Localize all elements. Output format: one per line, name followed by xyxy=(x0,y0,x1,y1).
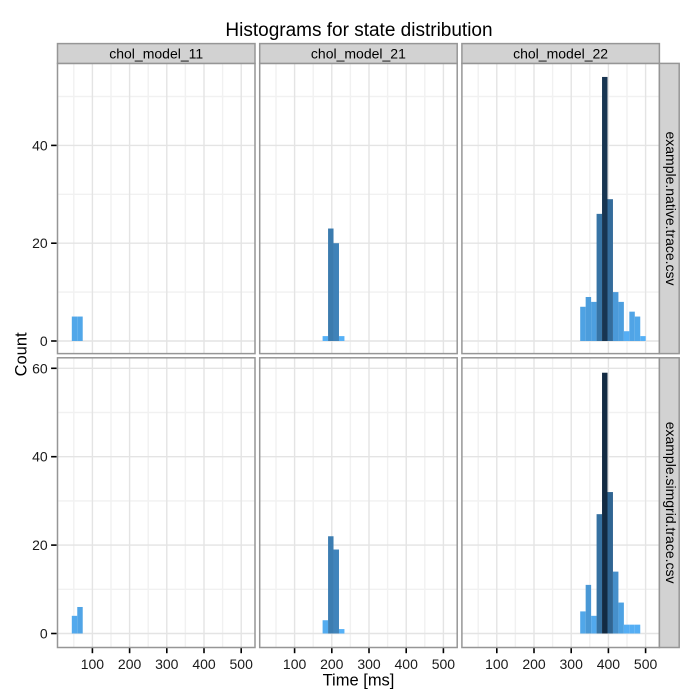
svg-text:400: 400 xyxy=(192,656,216,672)
svg-text:400: 400 xyxy=(395,656,419,672)
svg-text:20: 20 xyxy=(32,235,48,251)
svg-text:400: 400 xyxy=(597,656,621,672)
svg-text:300: 300 xyxy=(560,656,584,672)
svg-text:500: 500 xyxy=(432,656,456,672)
svg-text:100: 100 xyxy=(283,656,307,672)
svg-text:100: 100 xyxy=(485,656,509,672)
svg-text:20: 20 xyxy=(32,537,48,553)
svg-text:0: 0 xyxy=(40,333,48,349)
svg-text:200: 200 xyxy=(118,656,142,672)
svg-text:example.native.trace.csv: example.native.trace.csv xyxy=(663,131,679,285)
svg-text:Time [ms]: Time [ms] xyxy=(323,671,395,689)
svg-text:40: 40 xyxy=(32,137,48,153)
svg-text:Histograms for state distribut: Histograms for state distribution xyxy=(225,20,492,41)
svg-text:500: 500 xyxy=(230,656,254,672)
svg-text:200: 200 xyxy=(320,656,344,672)
svg-text:100: 100 xyxy=(81,656,105,672)
svg-text:300: 300 xyxy=(155,656,179,672)
svg-text:300: 300 xyxy=(357,656,381,672)
svg-text:40: 40 xyxy=(32,449,48,465)
svg-text:example.simgrid.trace.csv: example.simgrid.trace.csv xyxy=(663,422,679,584)
svg-text:500: 500 xyxy=(634,656,658,672)
svg-text:chol_model_22: chol_model_22 xyxy=(513,45,608,61)
svg-text:60: 60 xyxy=(32,360,48,376)
svg-text:chol_model_11: chol_model_11 xyxy=(109,45,203,61)
svg-text:200: 200 xyxy=(522,656,546,672)
svg-text:0: 0 xyxy=(40,626,48,642)
svg-text:chol_model_21: chol_model_21 xyxy=(311,45,406,61)
svg-text:Count: Count xyxy=(13,332,31,376)
